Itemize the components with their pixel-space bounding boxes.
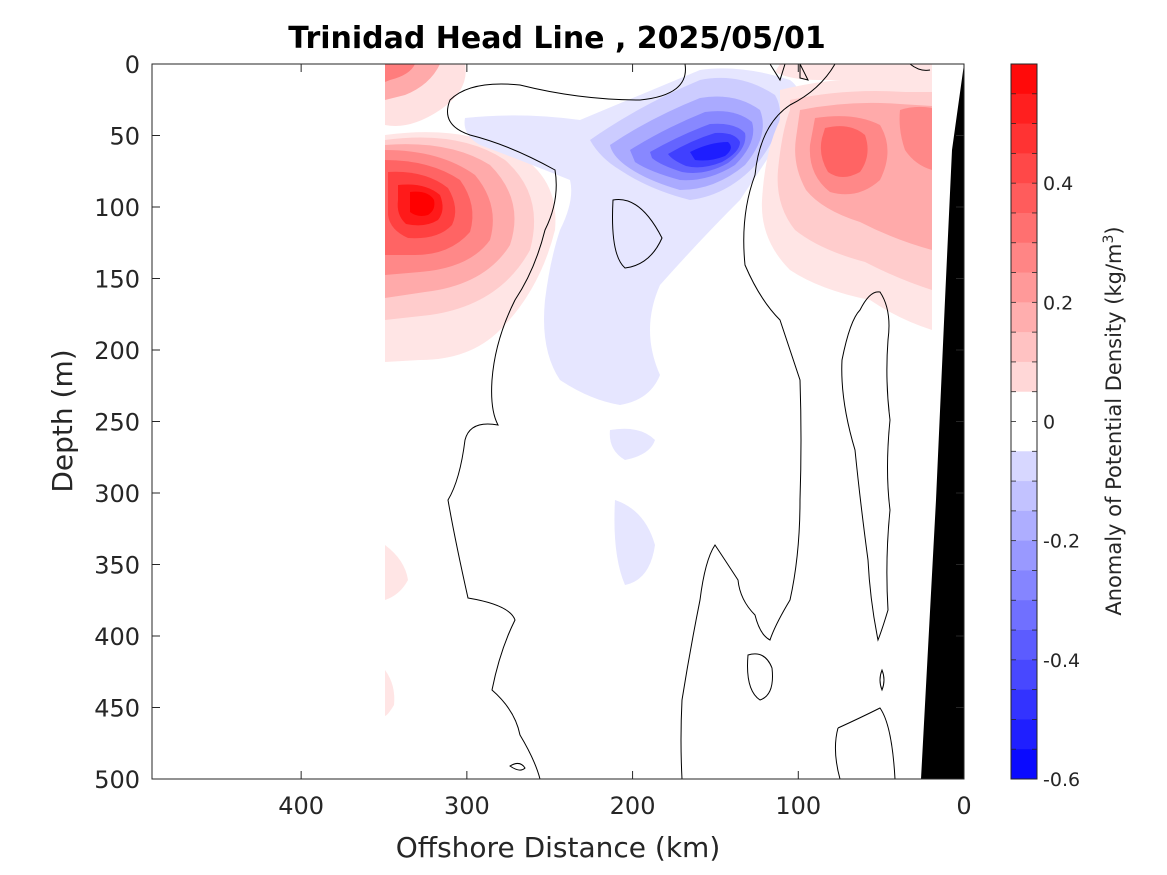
colorbar-level	[1011, 302, 1037, 333]
y-tick-label: 150	[94, 266, 140, 294]
y-tick-label: 450	[94, 695, 140, 723]
colorbar-level	[1011, 212, 1037, 244]
y-tick-label: 100	[94, 194, 140, 222]
anomaly-field	[385, 64, 964, 779]
colorbar-level	[1011, 749, 1037, 780]
y-tick-label: 200	[94, 337, 140, 365]
y-tick-label: 350	[94, 552, 140, 580]
colorbar-level	[1011, 391, 1037, 422]
y-tick-label: 50	[109, 123, 140, 151]
colorbar-level	[1011, 481, 1037, 512]
colorbar-level	[1011, 510, 1037, 542]
colorbar-level	[1011, 153, 1037, 184]
y-tick-label: 400	[94, 623, 140, 651]
colorbar-tick-label: -0.4	[1043, 650, 1080, 672]
colorbar-tick-label: 0	[1043, 412, 1055, 434]
positive-anomaly-surface	[385, 64, 466, 126]
colorbar-tick-label: -0.2	[1043, 531, 1080, 553]
y-tick-label: 0	[125, 51, 140, 79]
x-tick-label: 300	[444, 792, 490, 820]
colorbar	[1011, 64, 1037, 780]
colorbar-title-superscript: 3	[1101, 235, 1117, 244]
y-tick-label: 300	[94, 480, 140, 508]
colorbar-level	[1011, 272, 1037, 303]
colorbar-level	[1011, 540, 1037, 571]
colorbar-tick-label: 0.2	[1043, 292, 1073, 314]
colorbar-level	[1011, 123, 1037, 154]
colorbar-frame	[1010, 63, 1038, 780]
x-tick-label: 200	[610, 792, 656, 820]
colorbar-level	[1011, 64, 1037, 95]
colorbar-level	[1011, 361, 1037, 393]
colorbar-level	[1011, 242, 1037, 274]
land-mask	[921, 64, 964, 779]
colorbar-level	[1011, 451, 1037, 482]
colorbar-level	[1011, 421, 1037, 452]
colorbar-level	[1011, 332, 1037, 363]
positive-anomaly-deep-2	[385, 670, 395, 716]
colorbar-title: Anomaly of Potential Density (kg/m3)	[1101, 226, 1126, 615]
x-tick-label: 400	[278, 792, 324, 820]
x-axis: 400 300 200 100 0	[278, 64, 972, 820]
y-axis-title: Depth (m)	[46, 349, 79, 492]
colorbar-level	[1011, 570, 1037, 601]
colorbar-title-end: )	[1102, 226, 1126, 234]
y-tick-label: 250	[94, 409, 140, 437]
x-axis-title: Offshore Distance (km)	[396, 831, 721, 864]
positive-anomaly-deep	[385, 545, 408, 600]
colorbar-level	[1011, 183, 1037, 214]
chart-title: Trinidad Head Line , 2025/05/01	[288, 21, 825, 56]
y-tick-label: 500	[94, 766, 140, 794]
colorbar-tick-label: 0.4	[1043, 173, 1073, 195]
colorbar-level	[1011, 689, 1037, 720]
y-axis: 0 50 100 150 200 250 300 350 400 450 500	[94, 51, 964, 794]
negative-anomaly	[464, 68, 800, 585]
colorbar-level	[1011, 719, 1037, 750]
colorbar-ticks: 0.4 0.2 0 -0.2 -0.4 -0.6	[1043, 173, 1080, 791]
x-tick-label: 0	[956, 792, 971, 820]
colorbar-level	[1011, 93, 1037, 125]
positive-anomaly-shelf	[761, 64, 932, 330]
colorbar-tick-label: -0.6	[1043, 769, 1080, 791]
x-tick-label: 100	[775, 792, 821, 820]
zero-contours	[447, 64, 931, 779]
colorbar-level	[1011, 600, 1037, 631]
colorbar-level	[1011, 630, 1037, 661]
colorbar-level	[1011, 659, 1037, 691]
